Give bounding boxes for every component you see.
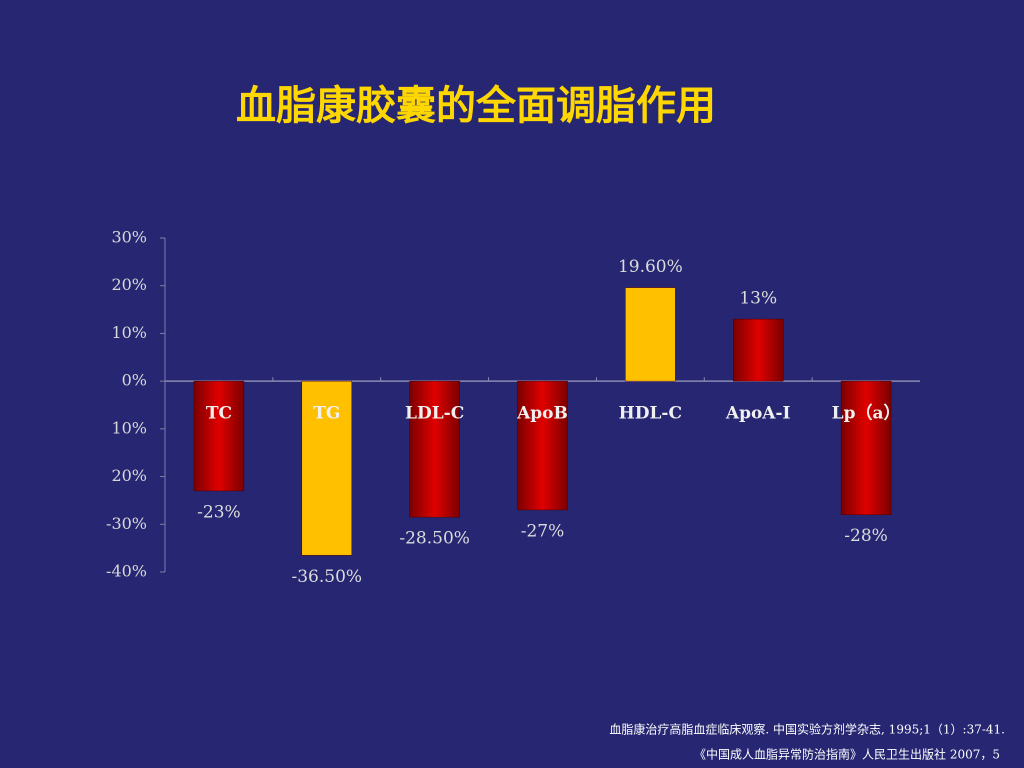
bar-shade — [517, 381, 568, 510]
y-tick-label: -30% — [106, 514, 147, 533]
data-label: -36.50% — [291, 567, 362, 587]
bar-shade — [733, 319, 784, 382]
bar — [625, 287, 676, 382]
y-tick-label: 30% — [111, 228, 147, 247]
x-tick-label: TC — [206, 404, 232, 424]
y-tick-label: 20% — [111, 275, 147, 294]
y-tick-label: 0% — [122, 371, 147, 390]
bar-shade — [193, 381, 244, 491]
footnote: 血脂康治疗高脂血症临床观察. 中国实验方剂学杂志, 1995;1（1）:37-4… — [609, 722, 1005, 737]
x-tick-label: Lp（a） — [832, 403, 901, 424]
x-tick-label: TG — [313, 404, 340, 424]
data-label: 13% — [739, 289, 777, 309]
data-label: 19.60% — [618, 257, 683, 277]
bar — [301, 380, 353, 556]
x-tick-label: LDL-C — [405, 404, 464, 424]
chart-title: 血脂康胶囊的全面调脂作用 — [236, 83, 716, 129]
y-tick-label: 10% — [111, 323, 147, 342]
bar-shade — [409, 381, 460, 518]
x-tick-label: HDL-C — [619, 404, 682, 424]
bar-shade — [841, 381, 892, 515]
data-label: -27% — [521, 521, 565, 541]
data-label: -28% — [844, 526, 888, 546]
data-label: -23% — [197, 502, 241, 522]
y-tick-label: 10% — [111, 418, 147, 437]
data-label: -28.50% — [399, 529, 470, 549]
y-tick-label: -40% — [106, 562, 147, 581]
footnote: 《中国成人血脂异常防治指南》人民卫生出版社 2007，5 — [694, 747, 1000, 762]
y-tick-label: 20% — [111, 466, 147, 485]
x-tick-label: ApoA-I — [725, 404, 791, 424]
x-tick-label: ApoB — [516, 404, 568, 424]
